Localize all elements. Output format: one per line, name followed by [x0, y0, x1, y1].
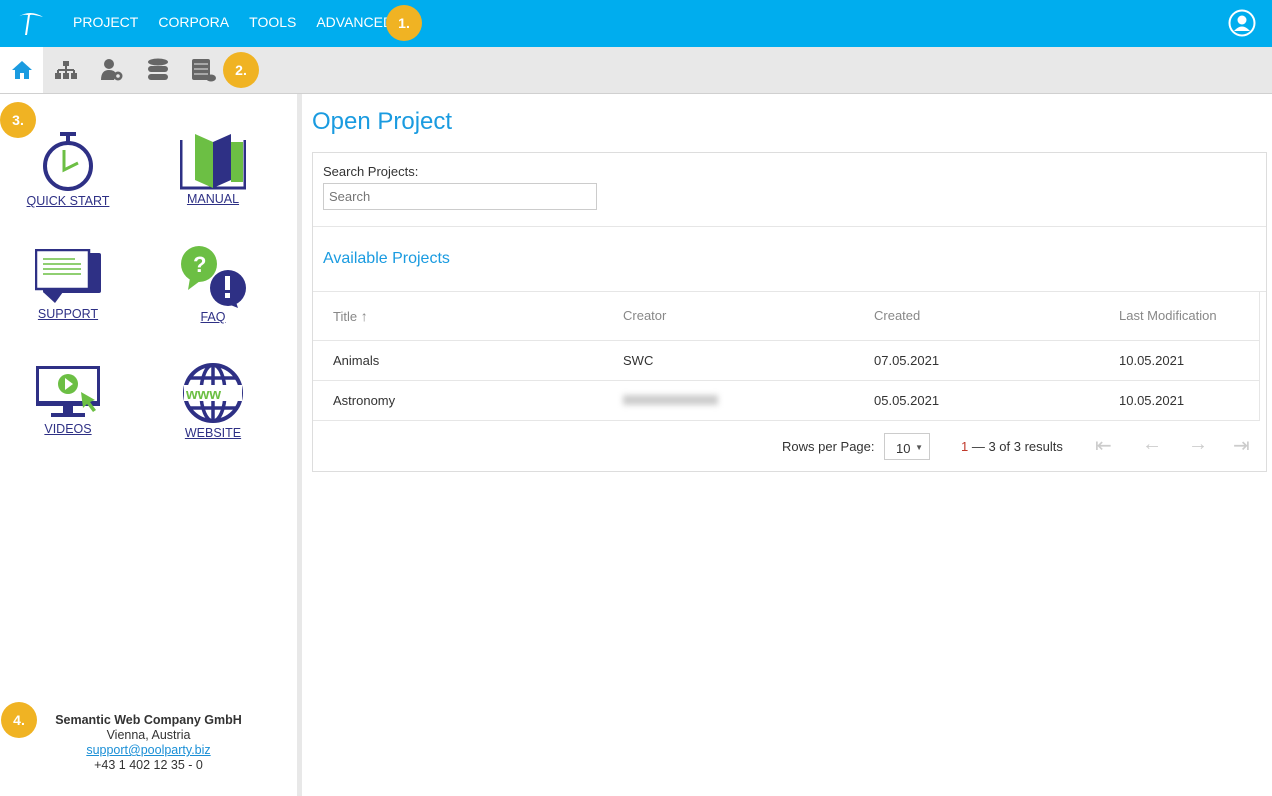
callout-badge-1: 1. [386, 5, 422, 41]
menu-corpora[interactable]: CORPORA [158, 14, 230, 30]
manual-link[interactable]: MANUAL [186, 192, 240, 206]
support-email-link[interactable]: support@poolparty.biz [86, 743, 211, 757]
database-button[interactable] [136, 47, 179, 93]
cell-modified: 10.05.2021 [1099, 340, 1259, 381]
svg-text:?: ? [193, 252, 206, 277]
quick-start-tile[interactable]: QUICK START [8, 132, 128, 208]
home-button[interactable] [0, 47, 43, 93]
results-range: 1 — 3 of 3 results [961, 439, 1063, 454]
open-project-panel: Search Projects: Available Projects Titl… [312, 152, 1267, 472]
company-city: Vienna, Austria [106, 728, 191, 742]
rows-per-page-label: Rows per Page: [782, 439, 875, 454]
search-projects-input[interactable] [323, 183, 597, 210]
cell-created: 07.05.2021 [854, 340, 1099, 381]
quick-start-link[interactable]: QUICK START [26, 194, 110, 208]
projects-table: Title ↑ Creator Created Last Modificatio… [313, 292, 1259, 421]
manual-tile[interactable]: MANUAL [153, 132, 273, 206]
page-title: Open Project [312, 108, 453, 135]
sidebar-resize-handle[interactable] [297, 94, 302, 796]
first-page-icon[interactable]: ⇤ [1095, 435, 1112, 457]
faq-icon: ? [181, 246, 246, 308]
available-projects-heading: Available Projects [323, 250, 450, 267]
menu-tools[interactable]: TOOLS [249, 14, 297, 30]
support-link[interactable]: SUPPORT [37, 307, 99, 321]
caret-down-icon: ▼ [915, 443, 923, 452]
divider [313, 226, 1266, 227]
hierarchy-icon [54, 61, 77, 79]
scrollbar-track[interactable] [1259, 292, 1260, 421]
company-name: Semantic Web Company GmbH [55, 713, 242, 727]
top-navbar: PROJECT CORPORA TOOLS ADVANCED 1. [0, 0, 1272, 47]
previous-page-icon[interactable]: ← [1142, 433, 1162, 455]
menu-advanced[interactable]: ADVANCED [316, 14, 394, 30]
user-circle-icon[interactable] [1228, 9, 1256, 37]
globe-icon: www [183, 363, 243, 423]
cell-title: Astronomy [313, 380, 603, 421]
logo-icon[interactable] [16, 9, 44, 37]
videos-link[interactable]: VIDEOS [44, 422, 92, 436]
column-title[interactable]: Title ↑ [313, 292, 603, 341]
menu-project[interactable]: PROJECT [73, 14, 139, 30]
cell-modified: 10.05.2021 [1099, 380, 1259, 421]
column-created[interactable]: Created [854, 292, 1099, 341]
cell-title: Animals [313, 340, 603, 381]
cell-creator [603, 380, 854, 421]
videos-tile[interactable]: VIDEOS [8, 364, 128, 436]
server-cloud-icon [191, 59, 216, 82]
callout-badge-4: 4. [1, 702, 37, 738]
callout-badge-3: 3. [0, 102, 36, 138]
sort-ascending-icon: ↑ [360, 307, 368, 324]
website-tile[interactable]: www WEBSITE [153, 362, 273, 440]
rows-per-page-select[interactable]: 10 ▼ [884, 433, 930, 460]
book-icon [180, 134, 246, 190]
server-cloud-button[interactable] [182, 47, 225, 93]
website-link[interactable]: WEBSITE [184, 426, 242, 440]
stopwatch-icon [43, 132, 93, 191]
table-row[interactable]: Animals SWC 07.05.2021 10.05.2021 [313, 340, 1259, 381]
support-tile[interactable]: SUPPORT [8, 249, 128, 321]
redacted-creator [623, 394, 718, 405]
search-label: Search Projects: [323, 164, 419, 179]
cell-creator: SWC [603, 340, 854, 381]
toolbar: 2. [0, 47, 1272, 94]
divider [313, 291, 1266, 292]
pagination: Rows per Page: 10 ▼ 1 — 3 of 3 results ⇤ … [313, 421, 1266, 471]
company-footer: Semantic Web Company GmbH Vienna, Austri… [0, 713, 297, 773]
svg-text:www: www [185, 386, 221, 403]
column-creator[interactable]: Creator [603, 292, 854, 341]
company-phone: +43 1 402 12 35 - 0 [94, 758, 203, 772]
user-settings-icon [100, 59, 122, 81]
faq-tile[interactable]: ? FAQ [153, 246, 273, 324]
next-page-icon[interactable]: → [1188, 433, 1208, 455]
database-icon [147, 58, 168, 80]
chat-icon [35, 249, 101, 303]
column-last-modification[interactable]: Last Modification [1099, 292, 1259, 341]
hierarchy-button[interactable] [44, 47, 87, 93]
last-page-icon[interactable]: ⇥ [1233, 435, 1250, 457]
callout-badge-2: 2. [223, 52, 259, 88]
sidebar: 3. QUICK START MANUAL SUPPORT ? FAQ VIDE… [0, 94, 297, 796]
home-icon [11, 61, 32, 79]
video-icon [36, 366, 100, 417]
user-settings-button[interactable] [90, 47, 133, 93]
faq-link[interactable]: FAQ [200, 310, 226, 324]
table-row[interactable]: Astronomy 05.05.2021 10.05.2021 [313, 380, 1259, 421]
cell-created: 05.05.2021 [854, 380, 1099, 421]
